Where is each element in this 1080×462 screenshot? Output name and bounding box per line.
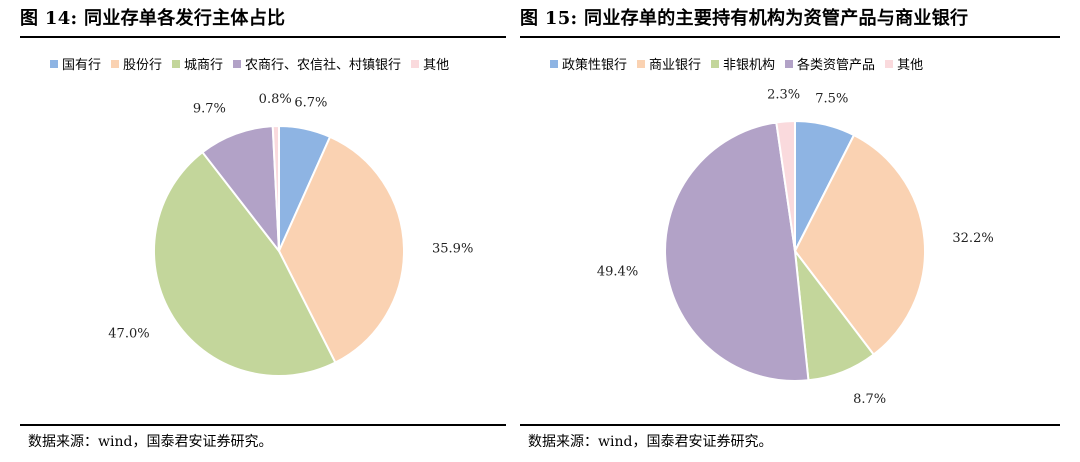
source-note: 数据来源：wind，国泰君安证券研究。 <box>28 434 273 450</box>
chart-legend: 政策性银行 商业银行 非银机构 各类资管产品 其他 <box>550 54 1060 74</box>
legend-item: 其他 <box>411 54 449 73</box>
pie-slice <box>775 119 796 252</box>
legend-label: 股份行 <box>123 58 163 73</box>
source-rule <box>20 424 506 426</box>
data-label: 35.9% <box>432 241 473 256</box>
chart-legend: 国有行 股份行 城商行 农商行、农信社、村镇银行 其他 <box>50 54 506 74</box>
legend-swatch <box>550 59 558 68</box>
legend-item: 各类资管产品 <box>785 54 875 73</box>
legend-label: 农商行、农信社、村镇银行 <box>245 58 402 73</box>
legend-item: 非银机构 <box>711 54 775 73</box>
pie-slice <box>664 121 810 382</box>
legend-label: 其他 <box>423 58 450 73</box>
legend-swatch <box>50 59 58 68</box>
legend-label: 国有行 <box>62 58 102 73</box>
pie-slice <box>271 124 280 252</box>
legend-item: 其他 <box>885 54 923 73</box>
legend-swatch <box>711 59 720 68</box>
data-label: 8.7% <box>853 392 886 407</box>
data-label: 6.7% <box>294 95 327 110</box>
pie-slice <box>793 133 926 356</box>
data-label: 2.3% <box>767 87 800 102</box>
source-rule <box>520 424 1060 426</box>
pie-chart: 7.5% 32.2% 8.7% 49.4% 2.3% <box>597 87 994 407</box>
legend-item: 农商行、农信社、村镇银行 <box>233 54 401 73</box>
title-rule <box>20 36 506 38</box>
legend-item: 商业银行 <box>637 54 701 73</box>
pie-slice <box>153 150 337 377</box>
legend-swatch <box>111 59 120 68</box>
legend-label: 非银机构 <box>723 58 776 73</box>
data-label: 7.5% <box>815 91 848 106</box>
data-label: 32.2% <box>952 231 993 246</box>
data-label: 9.7% <box>193 102 226 117</box>
data-label: 0.8% <box>259 92 292 107</box>
legend-swatch <box>785 59 794 68</box>
legend-label: 政策性银行 <box>562 58 628 73</box>
legend-swatch <box>411 59 420 68</box>
legend-label: 商业银行 <box>649 58 702 73</box>
legend-swatch <box>885 59 894 68</box>
legend-item: 国有行 <box>50 54 101 73</box>
legend-item: 城商行 <box>172 54 223 73</box>
pie-chart: 6.7% 35.9% 47.0% 9.7% 0.8% <box>108 92 473 377</box>
legend-label: 各类资管产品 <box>797 58 876 73</box>
source-note: 数据来源：wind，国泰君安证券研究。 <box>528 434 773 450</box>
data-label: 49.4% <box>597 265 638 280</box>
chart-title: 图 14: 同业存单各发行主体占比 <box>20 8 286 29</box>
chart-panel-right: 图 15: 同业存单的主要持有机构为资管产品与商业银行 政策性银行 商业银行 非银机… <box>520 0 1060 462</box>
legend-item: 政策性银行 <box>550 54 627 73</box>
title-rule <box>520 36 1060 38</box>
data-label: 47.0% <box>108 327 149 342</box>
chart-title: 图 15: 同业存单的主要持有机构为资管产品与商业银行 <box>520 8 969 29</box>
chart-panel-left: 图 14: 同业存单各发行主体占比 国有行 股份行 城商行 农商行、农信社、村镇银行 其… <box>20 0 506 462</box>
legend-swatch <box>233 59 242 68</box>
legend-swatch <box>637 59 646 68</box>
pie-slice <box>277 135 405 364</box>
legend-label: 城商行 <box>184 58 224 73</box>
legend-label: 其他 <box>897 58 924 73</box>
pie-slice <box>201 125 281 255</box>
legend-item: 股份行 <box>111 54 162 73</box>
legend-swatch <box>172 59 181 68</box>
